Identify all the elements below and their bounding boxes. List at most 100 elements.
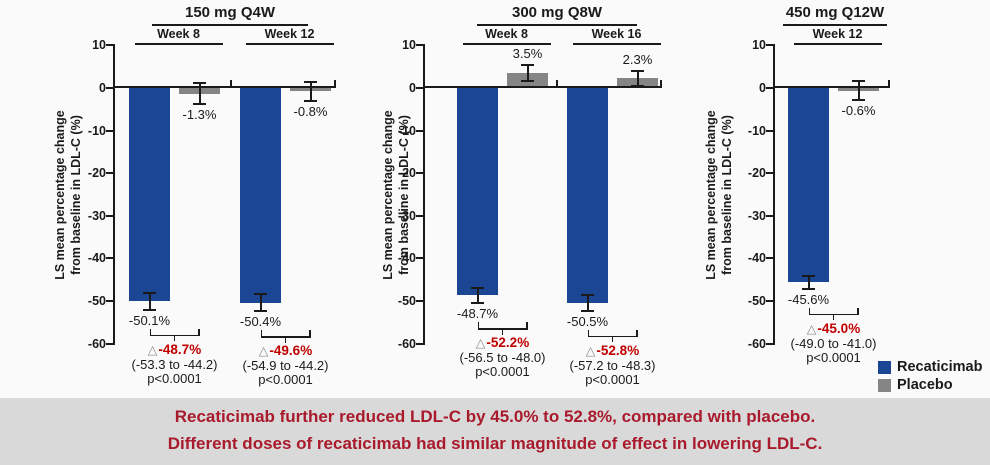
y-axis-tick xyxy=(416,342,423,345)
y-axis-tick xyxy=(766,257,773,260)
y-axis-line xyxy=(423,44,425,345)
takeaway-banner: Recaticimab further reduced LDL-C by 45.… xyxy=(0,398,990,465)
y-tick-label: -30 xyxy=(397,208,416,223)
placebo-error-bar-cap-top xyxy=(193,81,206,84)
delta-value: △-48.7% xyxy=(100,342,250,358)
week-label: Week 8 xyxy=(485,27,528,41)
bracket-end-right xyxy=(309,330,311,338)
dose-underline xyxy=(783,24,887,26)
y-axis-tick xyxy=(416,172,423,175)
y-tick-label: 10 xyxy=(752,38,766,53)
dose-underline xyxy=(152,24,308,26)
y-axis-line xyxy=(773,44,775,345)
recaticimab-error-bar-stem xyxy=(476,287,479,304)
y-tick-label: -40 xyxy=(397,251,416,266)
delta-p-value: p<0.0001 xyxy=(147,370,202,386)
placebo-value-label: -0.8% xyxy=(293,104,328,120)
delta-p-value: p<0.0001 xyxy=(585,371,640,387)
y-axis-tick xyxy=(416,87,423,89)
delta-ci: (-54.9 to -44.2) xyxy=(242,358,329,374)
bracket-horizontal xyxy=(587,335,638,338)
delta-value-text: -45.0% xyxy=(817,320,861,336)
y-tick-label: -60 xyxy=(397,336,416,351)
recaticimab-error-bar-cap-bottom xyxy=(581,309,594,312)
baseline-end-tick xyxy=(660,80,662,86)
recaticimab-value-label: -45.6% xyxy=(787,291,830,307)
recaticimab-error-bar-stem xyxy=(259,294,262,312)
y-tick-label: -60 xyxy=(87,336,106,351)
zero-baseline xyxy=(775,86,890,88)
y-axis-tick xyxy=(106,87,113,89)
bar-recaticimab xyxy=(129,88,170,302)
y-axis-tick xyxy=(766,300,773,302)
placebo-error-bar-stem xyxy=(526,65,529,81)
y-axis-tick xyxy=(416,129,423,132)
bracket-horizontal xyxy=(149,334,200,337)
y-tick-label: -10 xyxy=(397,123,416,138)
bracket-horizontal xyxy=(260,336,311,338)
bracket-end-left xyxy=(260,330,262,338)
delta-triangle-icon: △ xyxy=(475,336,486,351)
placebo-error-bar-cap-bottom xyxy=(304,100,317,103)
placebo-error-bar-cap-bottom xyxy=(521,79,534,82)
delta-p-value: p<0.0001 xyxy=(258,372,313,388)
y-axis-tick xyxy=(106,300,113,302)
bracket-end-right xyxy=(198,328,200,336)
placebo-value-label: -1.3% xyxy=(182,107,217,123)
y-tick-label: -20 xyxy=(747,166,766,181)
placebo-error-bar-stem xyxy=(198,82,201,105)
y-axis-tick xyxy=(766,129,773,132)
placebo-error-bar-stem xyxy=(857,80,860,101)
bracket-horizontal xyxy=(477,328,528,330)
y-axis-tick xyxy=(106,214,113,217)
banner-line-1: Recaticimab further reduced LDL-C by 45.… xyxy=(174,407,816,426)
delta-triangle-icon: △ xyxy=(258,344,269,359)
week-underline xyxy=(572,43,661,45)
recaticimab-value-label: -50.5% xyxy=(566,313,609,329)
delta-ci: (-49.0 to -41.0) xyxy=(790,335,877,351)
dose-underline xyxy=(477,24,637,26)
y-tick-label: -60 xyxy=(747,336,766,351)
delta-triangle-icon: △ xyxy=(585,343,596,358)
y-axis-tick xyxy=(766,214,773,217)
y-tick-label: 10 xyxy=(92,38,106,53)
placebo-error-bar-stem xyxy=(636,70,639,86)
y-axis-tick xyxy=(106,257,113,260)
delta-ci: (-53.3 to -44.2) xyxy=(131,356,218,372)
y-tick-label: -30 xyxy=(747,208,766,223)
y-axis-tick xyxy=(106,44,113,47)
bracket-end-left xyxy=(477,322,479,330)
placebo-value-label: -0.6% xyxy=(841,103,876,119)
bar-recaticimab xyxy=(457,88,498,296)
delta-triangle-icon: △ xyxy=(806,321,817,336)
y-axis-tick xyxy=(766,172,773,175)
recaticimab-value-label: -50.1% xyxy=(128,312,171,328)
zero-baseline xyxy=(425,86,662,88)
placebo-value-label: 3.5% xyxy=(512,46,543,62)
placebo-error-bar-cap-top xyxy=(521,64,534,67)
y-tick-label: -20 xyxy=(87,166,106,181)
y-tick-label: 0 xyxy=(409,81,416,95)
delta-value-text: -49.6% xyxy=(269,343,313,359)
placebo-error-bar-cap-bottom xyxy=(631,84,644,87)
recaticimab-error-bar-cap-bottom xyxy=(143,308,156,311)
delta-value-text: -48.7% xyxy=(158,341,202,357)
banner-line-2: Different doses of recaticimab had simil… xyxy=(167,433,823,453)
bracket-end-right xyxy=(526,322,528,330)
delta-value: △-45.0% xyxy=(759,321,909,337)
week-underline xyxy=(134,43,223,45)
week-underline xyxy=(462,43,551,45)
legend-label-placebo: Placebo xyxy=(897,377,953,393)
y-axis-line xyxy=(113,44,115,345)
delta-value: △-49.6% xyxy=(211,343,361,359)
bracket-mid-tick xyxy=(284,337,287,343)
placebo-error-bar-cap-bottom xyxy=(193,103,206,106)
placebo-error-bar-stem xyxy=(309,81,312,102)
week-label: Week 16 xyxy=(591,27,642,41)
placebo-error-bar-cap-top xyxy=(304,80,317,83)
delta-value-text: -52.8% xyxy=(596,342,640,358)
y-tick-label: -50 xyxy=(397,294,416,308)
bracket-mid-tick xyxy=(173,336,176,342)
placebo-value-label: 2.3% xyxy=(622,51,653,67)
bracket-end-right xyxy=(857,307,859,315)
